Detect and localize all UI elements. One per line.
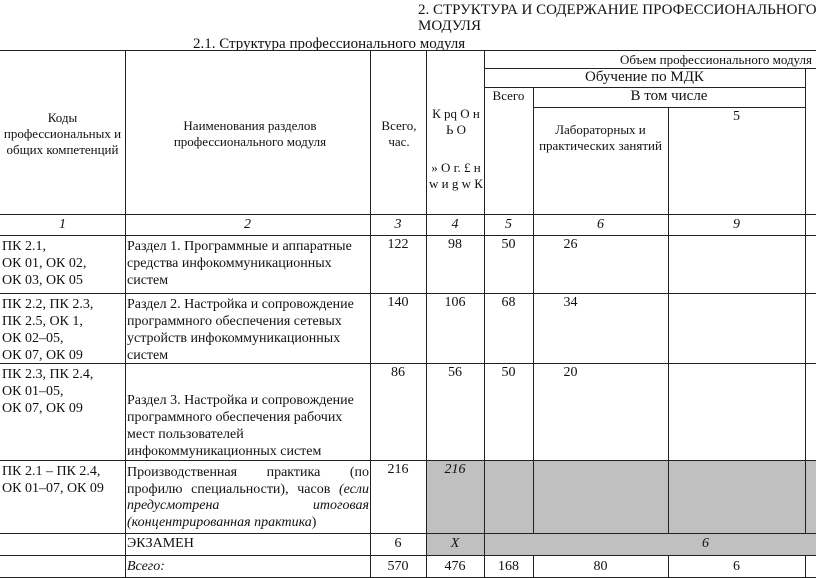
practice-name: Производственная практика (по профилю сп… (127, 465, 369, 531)
row-c4: 56 (448, 365, 462, 380)
header-col4-bottom: » О г. £ н w и g w К (429, 160, 483, 191)
col-num: 9 (733, 217, 740, 232)
total-c4: 476 (444, 559, 466, 574)
row-name: Раздел 1. Программные и аппаратные средс… (127, 239, 352, 288)
col-num: 6 (597, 217, 604, 232)
row-total: 122 (387, 237, 409, 252)
row-c6: 34 (563, 295, 578, 310)
total-c9: 6 (733, 559, 740, 574)
total-c3: 570 (387, 559, 409, 574)
row-codes: ПК 2.2, ПК 2.3, ПК 2.5, ОК 1, ОК 02–05, … (2, 297, 94, 363)
col-num: 1 (59, 217, 66, 232)
total-c5: 168 (498, 559, 519, 574)
header-col4-top: К pq О н Ь О (432, 106, 480, 137)
row-c5: 50 (501, 237, 516, 252)
practice-name-end: ) (311, 514, 317, 530)
exam-total: 6 (394, 536, 402, 551)
header-mdk-total: Всего (492, 88, 525, 103)
row-c5: 68 (501, 295, 516, 310)
row-name: Раздел 2. Настройка и сопровождение прог… (127, 297, 354, 363)
header-lab: Лабораторных и практических занятий (539, 122, 662, 153)
header-total-hours: Всего, час. (381, 118, 417, 149)
exam-c6: 6 (702, 536, 709, 551)
row-codes: ПК 2.1, ОК 01, ОК 02, ОК 03, ОК 05 (2, 239, 87, 288)
table-title: 2.1. Структура профессионального модуля (193, 36, 466, 52)
practice-c4: 216 (444, 462, 466, 477)
header-including: В том числе (630, 88, 708, 104)
row-c5: 50 (501, 365, 516, 380)
total-label: Всего: (127, 559, 165, 574)
practice-codes: ПК 2.1 – ПК 2.4, ОК 01–07, ОК 09 (2, 464, 104, 496)
header-sections: Наименования разделов профессионального … (173, 118, 327, 149)
header-codes: Коды профессиональных и общих компетенци… (3, 110, 122, 157)
header-col-five: 5 (733, 109, 740, 124)
col-num: 5 (505, 217, 512, 232)
row-codes: ПК 2.3, ПК 2.4, ОК 01–05, ОК 07, ОК 09 (2, 367, 94, 416)
shaded-cells (426, 461, 816, 533)
header-mdk: Обучение по МДК (585, 69, 704, 85)
col-num: 4 (451, 217, 459, 232)
row-c4: 98 (448, 237, 462, 252)
exam-label: ЭКЗАМЕН (127, 536, 194, 551)
col-num: 2 (244, 217, 251, 232)
row-total: 140 (387, 295, 409, 310)
header-volume: Объем профессионального модуля (620, 52, 812, 67)
practice-total: 216 (387, 462, 409, 477)
row-c4: 106 (444, 295, 466, 310)
practice-name-italic: (если предусмотрена итоговая (концентрир… (127, 481, 369, 530)
heading-line1: 2. СТРУКТУРА И СОДЕРЖАНИЕ ПРОФЕССИОНАЛЬН… (418, 2, 816, 18)
practice-name-plain: Производственная практика (по профилю сп… (127, 465, 369, 497)
row-total: 86 (391, 365, 405, 380)
col-num: 3 (394, 217, 402, 232)
total-c6: 80 (593, 559, 608, 574)
row-name: Раздел 3. Настройка и сопровождение прог… (127, 393, 354, 459)
row-c6: 20 (563, 365, 578, 380)
heading-line2: МОДУЛЯ (418, 18, 481, 34)
exam-c4: X (450, 536, 460, 551)
row-c6: 26 (563, 237, 578, 252)
shaded-cells (426, 534, 816, 555)
